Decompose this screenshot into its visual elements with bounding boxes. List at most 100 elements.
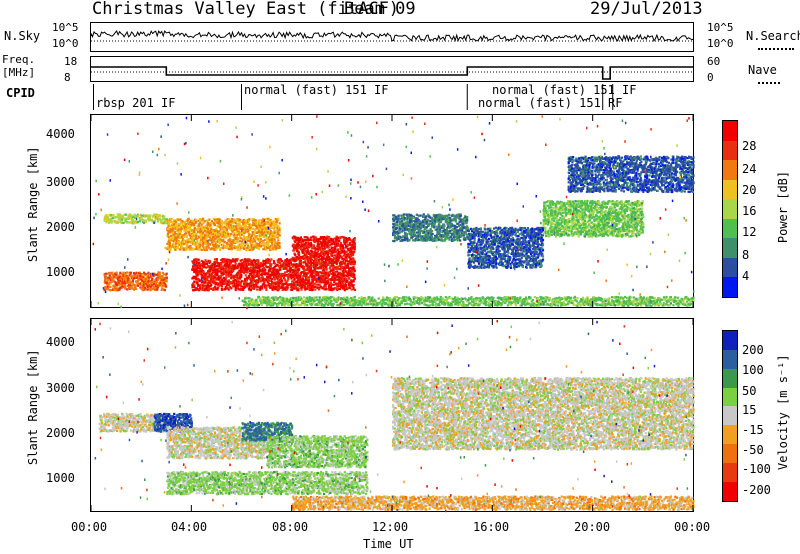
beam-label: Beam 09 (344, 1, 416, 18)
power-cell-4 (337, 248, 340, 251)
power-cell-2 (191, 234, 194, 237)
power-cell-4 (329, 257, 332, 260)
power-cell-4 (295, 239, 298, 242)
power-cell-2 (278, 234, 281, 237)
power-cell-3 (293, 277, 296, 280)
power-cell-3 (310, 265, 313, 268)
power-cell-2 (210, 220, 213, 223)
power-cell-3 (306, 287, 309, 290)
power-cell-3 (207, 285, 210, 288)
power-cell-3 (217, 286, 220, 289)
power-cell-2 (170, 234, 173, 237)
power-cell-3 (269, 267, 272, 271)
power-cell-3 (200, 267, 203, 270)
power-cell-3 (284, 279, 287, 282)
power-cell-5 (410, 228, 413, 232)
power-cell-1 (105, 272, 108, 275)
power-cell-2 (239, 218, 242, 221)
power-cell-1 (129, 274, 133, 277)
power-cell-5 (415, 239, 418, 242)
power-cell-2 (193, 248, 196, 251)
power-cell-3 (240, 285, 243, 288)
power-cell-5 (415, 231, 418, 234)
power-cell-1 (161, 287, 164, 290)
power-cell-1 (156, 278, 159, 281)
power-cell-3 (258, 264, 261, 268)
power-cell-2 (265, 217, 268, 220)
power-cell-4 (326, 253, 329, 256)
power-cell-3 (270, 263, 273, 266)
power-cell-1 (111, 277, 114, 280)
power-cell-2 (230, 247, 233, 250)
power-cell-4 (300, 256, 303, 259)
power-cell-2 (179, 218, 182, 221)
power-cell-3 (287, 277, 290, 280)
power-cell-3 (257, 259, 260, 262)
power-cell-4 (345, 250, 348, 253)
power-cell-4 (324, 241, 327, 244)
power-cell-3 (204, 281, 207, 284)
power-cell-1 (151, 281, 154, 284)
power-cell-0 (106, 215, 109, 218)
power-cell-3 (215, 264, 218, 267)
power-cell-3 (286, 286, 289, 289)
power-cell-1 (124, 286, 127, 289)
power-cell-3 (242, 288, 245, 291)
freq-tick-top: 18 (64, 56, 77, 67)
power-cell-3 (217, 262, 220, 265)
power-cell-2 (166, 227, 170, 230)
power-cell-2 (187, 217, 190, 220)
power-cell-3 (216, 271, 219, 274)
power-cell-2 (263, 231, 266, 234)
power-cell-3 (301, 286, 304, 289)
power-cell-5 (403, 217, 407, 220)
power-cell-2 (169, 248, 172, 251)
noise-left-tick-bottom: 10^0 (52, 38, 79, 49)
power-cell-2 (185, 230, 188, 233)
power-cell-3 (193, 266, 196, 269)
power-cell-3 (351, 270, 354, 273)
power-cell-0 (111, 220, 114, 223)
power-cell-3 (193, 285, 196, 289)
power-cell-4 (299, 248, 302, 251)
power-cell-1 (156, 288, 159, 291)
power-cell-3 (277, 269, 280, 272)
power-cell-3 (245, 279, 249, 282)
power-cell-3 (206, 272, 209, 275)
power-cell-0 (137, 214, 140, 217)
power-cell-1 (165, 280, 168, 283)
power-cell-2 (193, 230, 196, 233)
power-cell-0 (160, 222, 163, 225)
power-cell-3 (324, 285, 328, 288)
power-cell-5 (415, 213, 418, 216)
power-cell-3 (353, 269, 356, 272)
power-cell-3 (314, 288, 317, 291)
power-cell-2 (239, 240, 242, 243)
power-cell-4 (353, 242, 356, 245)
velocity-panel (90, 318, 694, 512)
power-cell-2 (244, 244, 247, 247)
power-cell-3 (334, 271, 337, 274)
power-cell-5 (399, 228, 402, 231)
power-cell-5 (407, 224, 410, 228)
power-cell-2 (195, 218, 198, 222)
noise-right-label: N.Search (746, 30, 800, 42)
power-cell-3 (215, 258, 218, 261)
power-cell-2 (255, 222, 258, 225)
power-cell-2 (233, 228, 236, 231)
noise-panel (90, 22, 694, 52)
power-cell-2 (209, 223, 212, 227)
power-cell-3 (221, 288, 224, 291)
power-cell-2 (170, 217, 173, 220)
power-cell-3 (200, 274, 203, 277)
power-cell-3 (326, 271, 329, 274)
power-cell-3 (236, 258, 239, 261)
power-cell-2 (262, 243, 265, 246)
power-cell-3 (225, 273, 228, 276)
power-cell-3 (216, 269, 219, 272)
power-cell-3 (352, 266, 355, 269)
power-cell-1 (107, 271, 111, 274)
power-cell-3 (234, 267, 237, 270)
power-cell-2 (180, 230, 183, 233)
power-cell-4 (336, 237, 339, 240)
